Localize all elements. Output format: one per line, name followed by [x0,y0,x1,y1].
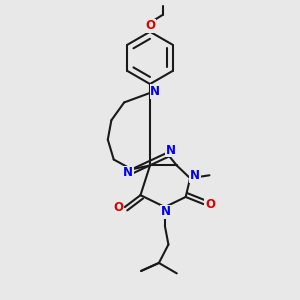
Text: N: N [190,169,200,182]
Text: O: O [113,202,123,214]
Text: O: O [205,199,215,212]
Text: N: N [150,85,160,98]
Text: N: N [166,143,176,157]
Text: N: N [123,167,133,179]
Text: N: N [160,205,170,218]
Text: O: O [145,19,155,32]
